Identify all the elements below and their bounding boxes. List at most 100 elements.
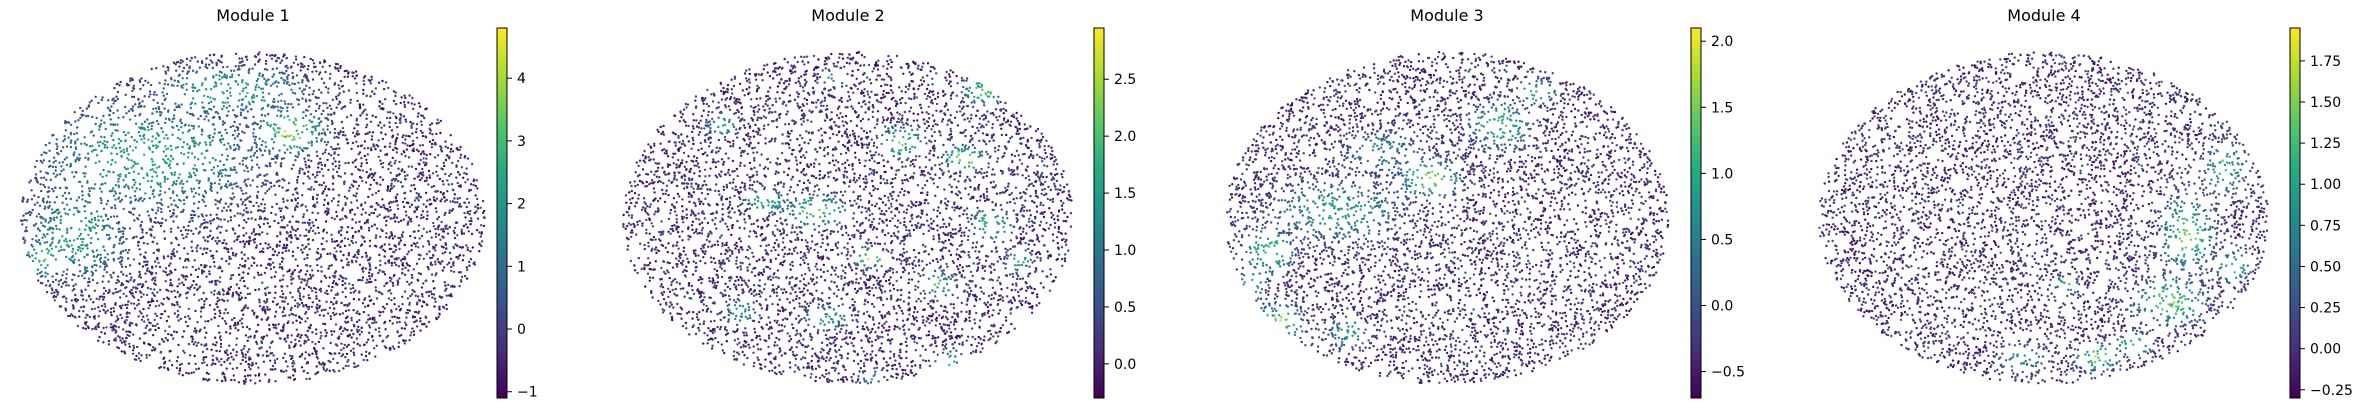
scatter-point [62,295,66,298]
scatter-point [407,269,410,272]
scatter-point [251,165,254,169]
scatter-point [448,261,451,264]
scatter-point [369,168,372,171]
scatter-point [234,327,237,330]
scatter-point [246,287,249,290]
scatter-point [453,226,457,230]
scatter-point [239,240,242,244]
scatter-point [401,185,404,188]
scatter-point [101,224,105,228]
scatter-point [228,362,232,365]
scatter-point [420,213,423,217]
scatter-point [428,127,431,130]
scatter-point [216,236,219,239]
scatter-point [383,284,386,288]
scatter-point [173,173,176,177]
scatter-point [326,312,330,315]
scatter-point [328,264,331,268]
scatter-point [318,362,322,366]
scatter-point [263,77,266,81]
scatter-point [444,145,447,148]
scatter-point [173,171,177,174]
scatter-point [434,249,437,252]
scatter-point [112,144,116,147]
scatter-point [316,212,320,215]
scatter-point [204,378,207,381]
scatter-point [233,182,236,186]
scatter-point [329,317,333,321]
scatter-point [452,261,455,264]
scatter-point [377,81,381,85]
scatter-point [209,59,212,62]
scatter-point [245,124,248,127]
scatter-point [55,272,58,275]
scatter-point [344,295,347,299]
scatter-point [128,312,131,315]
scatter-point [343,105,347,108]
scatter-point [264,308,267,311]
scatter-point [120,265,124,268]
scatter-point [350,239,353,243]
scatter-point [213,316,216,319]
scatter-point [338,160,341,163]
scatter-point [453,231,456,235]
scatter-point [381,161,385,165]
scatter-point [308,248,311,251]
scatter-point [343,75,346,79]
scatter-point [333,247,336,250]
scatter-point [422,161,425,164]
scatter-point [246,211,250,214]
scatter-point [344,203,347,206]
scatter-point [163,237,166,240]
scatter-point [233,166,236,169]
scatter-point [134,103,137,106]
scatter-point [308,377,311,380]
scatter-point [319,331,322,334]
scatter-point [308,177,311,180]
scatter-point [257,53,260,56]
scatter-point [342,253,345,257]
scatter-point [159,351,162,354]
scatter-point [27,251,30,254]
scatter-point [298,294,302,298]
scatter-point [361,169,364,172]
scatter-point [151,291,154,295]
scatter-point [36,201,39,204]
scatter-point [403,192,406,195]
scatter-point [301,244,304,247]
scatter-point [397,167,400,170]
scatter-point [190,56,193,60]
scatter-point [282,215,285,218]
scatter-point [388,121,391,124]
scatter-point [286,231,289,235]
scatter-point [367,195,370,199]
scatter-point [186,143,189,146]
scatter-point [109,307,113,310]
scatter-point [401,141,404,145]
scatter-point [296,305,300,308]
scatter-point [237,329,240,332]
scatter-point [209,265,212,268]
scatter-point [439,200,442,203]
scatter-point [95,154,99,157]
scatter-point [307,285,311,289]
scatter-point [326,158,329,162]
scatter-point [128,118,132,121]
scatter-point [391,281,394,285]
scatter-point [322,314,325,317]
scatter-point [280,71,283,74]
scatter-point [289,230,292,234]
scatter-point [226,180,230,183]
scatter-point [308,86,311,90]
scatter-point [189,174,192,177]
scatter-point [428,174,431,177]
scatter-point [179,317,182,320]
scatter-point [257,59,261,63]
scatter-point [48,141,51,145]
scatter-point [301,63,304,66]
scatter-point [130,135,133,139]
scatter-point [86,181,89,184]
scatter-point [94,95,97,99]
scatter-point [233,148,236,152]
scatter-point [327,118,330,122]
